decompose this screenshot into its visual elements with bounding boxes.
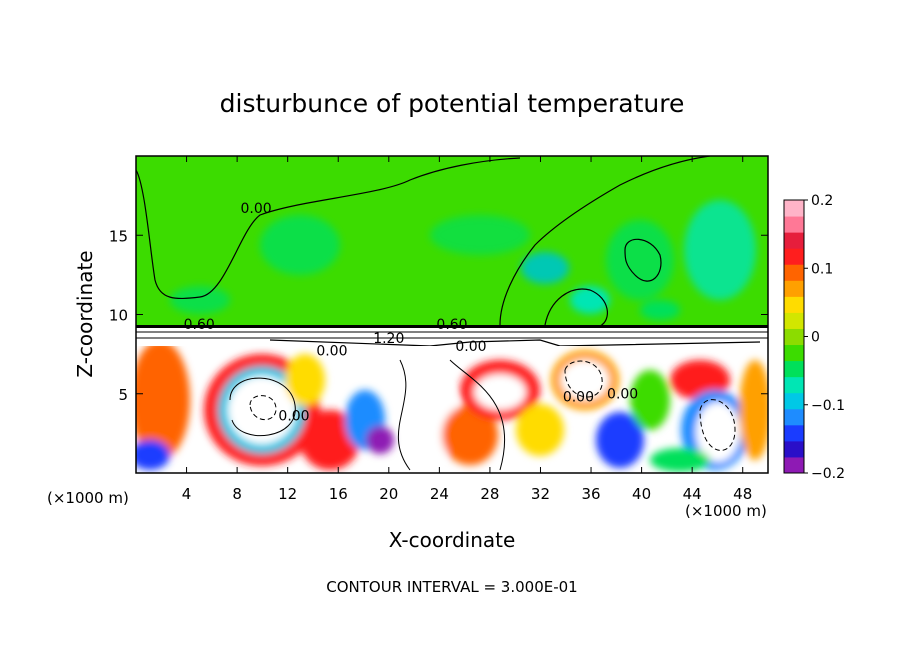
lower-layer-field	[136, 346, 768, 473]
contour-label: 0.00	[563, 390, 594, 406]
field-blob	[739, 360, 768, 460]
contour-line	[229, 377, 296, 437]
colorbar: 0.2 0.1 0 −0.1 −0.2	[783, 193, 845, 482]
contour-line	[449, 359, 506, 471]
contour-interval-note: CONTOUR INTERVAL = 3.000E-01	[326, 578, 577, 596]
x-tick-label: 48	[733, 485, 752, 503]
field-blob	[285, 354, 325, 406]
field-blob	[228, 376, 296, 444]
contour-line	[624, 238, 662, 282]
plot-area: 0.00 0.60 0.60 1.20 0.00 0.00 0.00 0.00 0.00	[136, 156, 768, 473]
colorbar-segment	[784, 200, 804, 217]
x-tick-label: 44	[683, 485, 702, 503]
y-tick-label: 15	[109, 227, 128, 245]
field-blob	[474, 374, 526, 410]
colorbar-segment	[784, 296, 804, 313]
field-blob	[650, 448, 710, 472]
x-axis: 4 8 12 16 20 24 28 32 36 40 44 48	[182, 156, 752, 503]
contour-line	[699, 399, 736, 451]
field-blob	[516, 404, 564, 456]
colorbar-tick-label: 0	[811, 330, 820, 346]
x-tick-label: 36	[581, 485, 600, 503]
colorbar-segment	[784, 232, 804, 249]
field-blob	[561, 360, 609, 400]
colorbar-segment	[784, 360, 804, 378]
x-tick-label: 16	[329, 485, 348, 503]
field-blob	[596, 412, 644, 468]
contour-label: 0.00	[607, 387, 638, 403]
colorbar-segment	[784, 248, 804, 265]
x-tick-label: 12	[278, 485, 297, 503]
field-blob	[136, 346, 190, 460]
colorbar-segment	[784, 280, 804, 297]
field-blob	[640, 300, 680, 320]
contour-line	[544, 288, 608, 327]
contour-label: 0.60	[184, 317, 215, 333]
y-tick-label: 5	[118, 386, 128, 404]
contour-line	[249, 395, 277, 421]
colorbar-segment	[784, 376, 804, 394]
field-blob	[570, 286, 610, 314]
field-blob	[630, 370, 670, 430]
contour-label: 0.00	[455, 339, 486, 355]
transition-band-contour	[269, 339, 761, 347]
field-blob	[696, 402, 740, 462]
x-tick-label: 40	[632, 485, 651, 503]
y-axis: 5 10 15	[109, 227, 768, 404]
x-tick-label: 28	[480, 485, 499, 503]
field-blob	[170, 286, 230, 314]
colorbar-segment	[784, 424, 804, 442]
colorbar-segment	[784, 344, 804, 362]
contour-label: 0.60	[436, 317, 467, 333]
field-blob	[300, 410, 360, 470]
field-blob	[521, 252, 569, 284]
x-axis-unit-left: (×1000 m)	[47, 489, 129, 507]
y-tick-label: 10	[109, 307, 128, 325]
colorbar-tick-label: −0.1	[811, 398, 845, 414]
colorbar-segment	[784, 264, 804, 281]
x-tick-label: 4	[182, 485, 192, 503]
colorbar-segment	[784, 312, 804, 329]
colorbar-segment	[784, 408, 804, 426]
x-tick-label: 8	[232, 485, 242, 503]
field-blob	[260, 215, 340, 275]
x-tick-label: 32	[531, 485, 550, 503]
field-blob	[684, 200, 756, 300]
field-blob	[442, 405, 498, 465]
colorbar-segment	[784, 456, 804, 474]
contour-label: 0.00	[316, 344, 347, 360]
transition-band-top	[136, 325, 768, 328]
y-axis-label: Z-coordinate	[73, 250, 97, 377]
contour-label: 0.00	[240, 201, 271, 217]
x-axis-label: X-coordinate	[389, 528, 516, 552]
contour-line	[397, 359, 411, 471]
contour-label: 0.00	[278, 409, 309, 425]
contour-line	[499, 156, 711, 326]
field-blob	[136, 440, 170, 470]
contour-label-layer: 0.00 0.60 0.60 1.20 0.00 0.00 0.00 0.00 0.00	[184, 201, 639, 425]
colorbar-tick-label: 0.1	[811, 261, 833, 277]
x-axis-unit-right: (×1000 m)	[685, 502, 767, 520]
x-tick-label: 24	[430, 485, 449, 503]
x-tick-label: 20	[379, 485, 398, 503]
colorbar-tick-label: 0.2	[811, 193, 833, 209]
colorbar-segment	[784, 440, 804, 458]
colorbar-segment	[784, 392, 804, 410]
colorbar-tick-label: −0.2	[811, 466, 845, 482]
colorbar-segment	[784, 328, 804, 346]
upper-layer-field	[170, 200, 756, 320]
contour-line	[136, 157, 521, 300]
field-blob	[430, 215, 530, 255]
contour-label: 1.20	[373, 331, 404, 347]
field-blob	[606, 220, 674, 300]
colorbar-segment	[784, 216, 804, 233]
field-blob	[366, 426, 394, 454]
chart-title: disturbunce of potential temperature	[220, 89, 685, 118]
